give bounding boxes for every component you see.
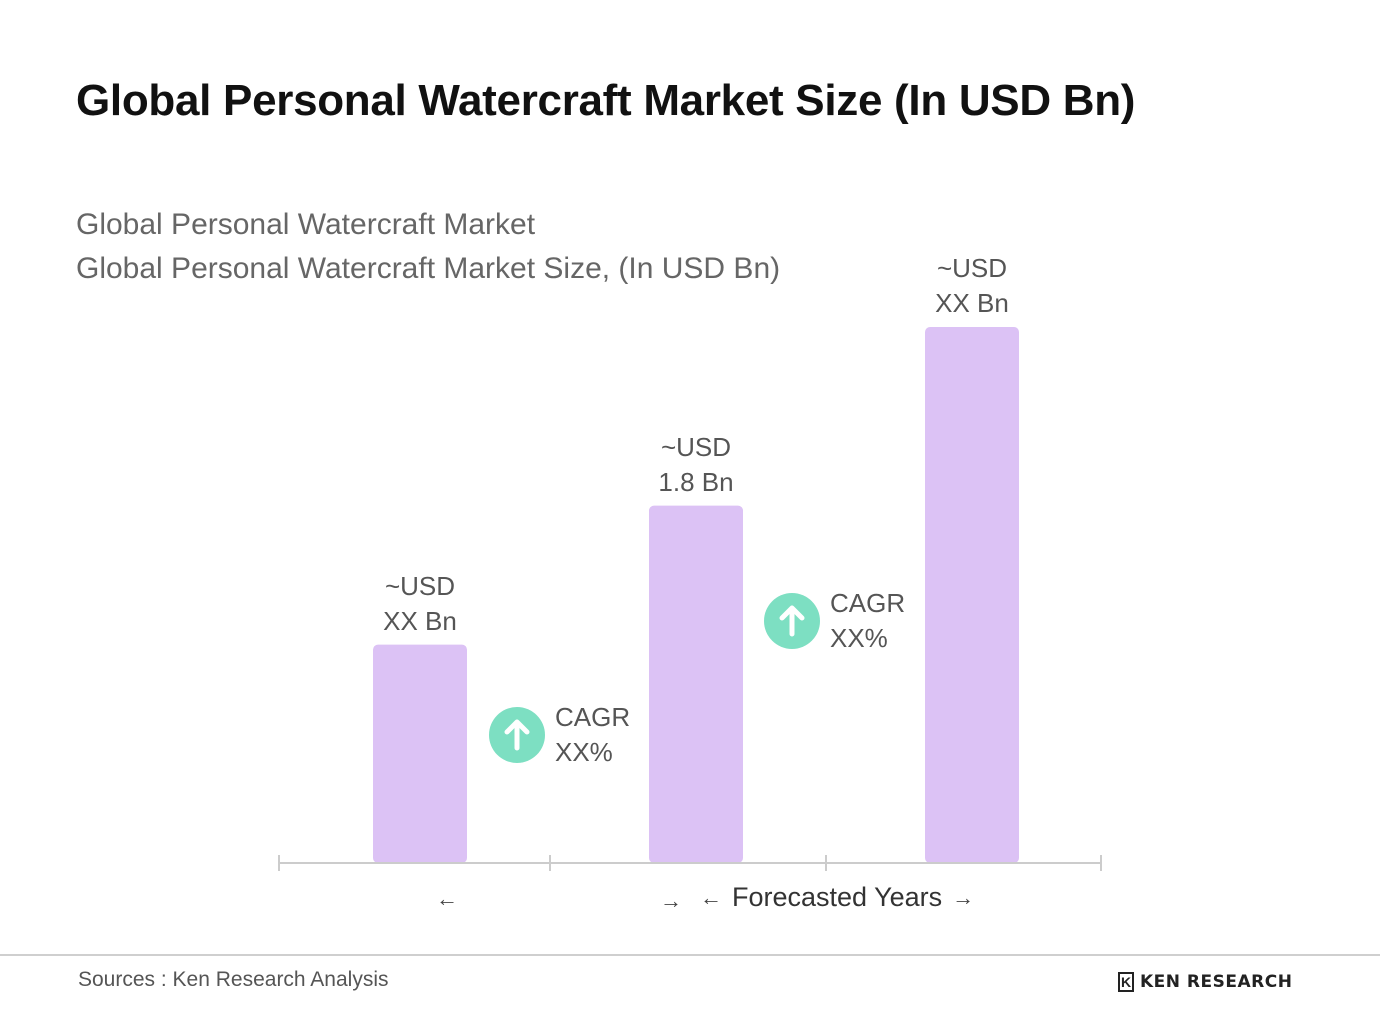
cagr-label: CAGR — [555, 702, 631, 732]
cagr-badge: CAGR XX% — [489, 700, 630, 770]
bar-value-label: ~USD 1.8 Bn — [616, 430, 776, 500]
bar-value-prefix: ~USD — [936, 253, 1008, 283]
bar-value-text: XX Bn — [383, 605, 457, 636]
footer-divider — [0, 954, 1380, 956]
bar — [373, 644, 467, 863]
bars-group — [373, 327, 1019, 863]
left-arrow-icon: ← — [700, 884, 722, 910]
x-axis — [278, 855, 1102, 871]
bar-value-text: 1.8 Bn — [658, 466, 734, 497]
bar — [649, 505, 743, 863]
bar-value-prefix: ~USD — [384, 570, 456, 601]
forecast-text: Forecasted Years — [732, 882, 943, 912]
forecast-label: ← Forecasted Years → — [700, 882, 974, 913]
cagr-value: XX% — [830, 623, 888, 653]
chart-title: Global Personal Watercraft Market — [76, 208, 536, 241]
left-arrow-icon: ← — [436, 886, 458, 911]
ken-research-logo: K KEN RESEARCH — [1118, 972, 1292, 992]
chart-subtitle-text: Global Personal Watercraft Market Size, … — [76, 252, 781, 285]
up-arrow-icon — [489, 707, 545, 763]
page-title: Global Personal Watercraft Market Size (… — [76, 76, 1136, 125]
bar-value-label: ~USD XX Bn — [892, 251, 1052, 321]
cagr-label: CAGR — [830, 588, 906, 618]
bar-value-text: XX Bn — [935, 288, 1009, 318]
bar-value-label: ~USD XX Bn — [340, 569, 500, 639]
logo-mark: K — [1118, 972, 1134, 992]
cagr-badge: CAGR XX% — [764, 586, 905, 656]
right-arrow-icon: → — [952, 884, 975, 910]
bar — [925, 327, 1019, 863]
right-arrow-icon: → — [660, 888, 682, 913]
up-arrow-icon — [764, 593, 820, 649]
cagr-value: XX% — [555, 737, 613, 767]
bar-value-prefix: ~USD — [660, 431, 732, 462]
sources-note: Sources : Ken Research Analysis — [78, 968, 389, 991]
chart-subtitle: Global Personal Watercraft Market Global… — [76, 204, 816, 292]
logo-text: KEN RESEARCH — [1140, 972, 1293, 992]
